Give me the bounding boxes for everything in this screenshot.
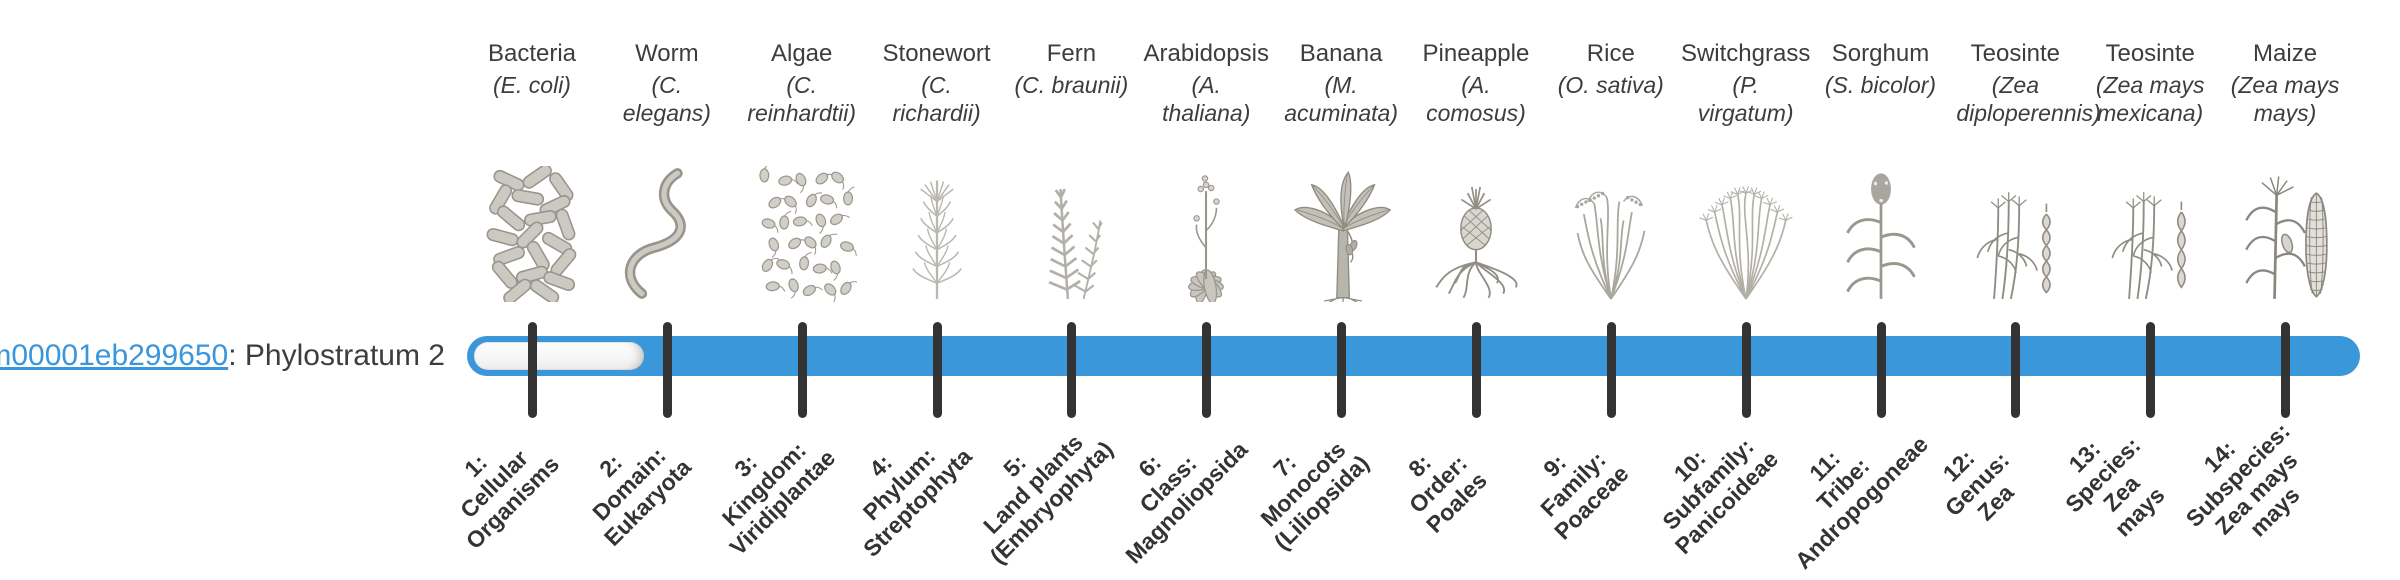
timeline-tick [1067,322,1077,418]
teosinte-diploperennis-illustration [1960,166,2070,302]
taxon-common-name: Stonewort [882,40,991,67]
stratum-label: 6: Class: Magnoliopsida [1120,436,1253,569]
stratum-label: 14: Subspecies: Zea mays mays [2180,417,2305,542]
stratum-label: 2: Domain: Eukaryota [587,442,696,551]
taxon-scientific-name: (M. acuminata) [1284,72,1398,126]
taxon-scientific-name: (S. bicolor) [1824,72,1937,98]
stratum-label: 10: Subfamily: Panicoideae [1656,433,1783,560]
timeline-tick [528,322,537,418]
stratum-label: 3: Kingdom: Viridiplantae [716,436,840,561]
stratum-label: 5: Land plants (Embryophyta) [978,429,1119,569]
taxon-scientific-name: (P. virgatum) [1697,72,1794,126]
worm-illustration [612,166,722,302]
phylostratum-unfilled-segment [474,342,644,370]
banana-illustration [1286,166,1396,302]
taxon-common-name: Switchgrass [1680,40,1811,67]
pineapple-illustration [1421,166,1531,302]
fern-illustration [1016,166,1126,302]
timeline-tick [932,322,942,418]
taxon-common-name: Worm [635,40,699,67]
stratum-label: 7: Monocots (Liliopsida) [1255,436,1375,555]
maize-illustration [2230,166,2340,302]
taxon-scientific-name: (A. thaliana) [1162,72,1251,126]
rice-illustration [1556,166,1666,302]
phylostratum-timeline-bar [467,336,2360,376]
taxon-scientific-name: (A. comosus) [1426,72,1526,126]
taxon-common-name: Bacteria [487,40,577,67]
taxon-scientific-name: (Zea mays mays) [2230,72,2340,126]
taxon-scientific-name: (Zea mays mexicana) [2095,72,2205,126]
taxon-common-name: Teosinte [2105,40,2195,67]
timeline-tick [2011,322,2021,418]
timeline-tick [1741,322,1751,418]
bacteria-illustration [477,166,587,302]
stratum-label: 13: Species: Zea mays [2060,432,2170,542]
taxon-common-name: Teosinte [1970,40,2061,67]
gene-label: Zm00001eb299650: Phylostratum 2 [0,336,445,376]
timeline-tick [1876,322,1886,418]
switchgrass-illustration [1691,166,1801,302]
timeline-tick [1471,322,1481,418]
gene-phylostratum-text: : Phylostratum 2 [228,339,445,372]
taxon-scientific-name: (C. elegans) [622,72,711,126]
timeline-tick [662,322,672,418]
teosinte-mexicana-illustration [2095,166,2205,302]
stratum-label: 1: Cellular Organisms [454,444,565,555]
taxon-common-name: Banana [1299,40,1383,67]
stratum-label: 12: Genus: Zea [1938,444,2019,526]
taxon-scientific-name: (E. coli) [493,72,571,98]
taxon-common-name: Pineapple [1422,40,1530,67]
stratum-label: 8: Order: Poales [1403,449,1492,538]
timeline-tick [797,322,807,418]
gene-id-link[interactable]: Zm00001eb299650 [0,339,229,372]
taxon-common-name: Arabidopsis [1143,40,1269,67]
arabidopsis-illustration [1151,166,1261,302]
timeline-tick [1202,322,1212,418]
timeline-tick [1606,322,1616,418]
taxon-scientific-name: (C. reinhardtii) [747,72,857,126]
timeline-tick [2281,322,2291,418]
taxon-common-name: Algae [770,40,833,67]
taxon-scientific-name: (Zea diploperennis) [1956,72,2101,126]
taxon-common-name: Rice [1586,40,1635,67]
stratum-label: 11: Tribe: Andropogoneae [1789,430,1933,574]
stratum-label: 4: Phylum: Streptophyta [857,442,977,562]
algae-illustration [747,166,857,302]
timeline-tick [2146,322,2156,418]
stonewort-illustration [882,166,992,302]
sorghum-illustration [1826,166,1936,302]
taxon-scientific-name: (C. richardii) [892,72,981,126]
taxon-scientific-name: (C. braunii) [1014,72,1129,98]
taxon-common-name: Sorghum [1831,40,1930,67]
taxon-common-name: Fern [1046,40,1097,67]
taxon-common-name: Maize [2253,40,2318,67]
stratum-label: 9: Family: Poaceae [1535,446,1634,545]
timeline-tick [1337,322,1347,418]
taxon-scientific-name: (O. sativa) [1557,72,1664,98]
